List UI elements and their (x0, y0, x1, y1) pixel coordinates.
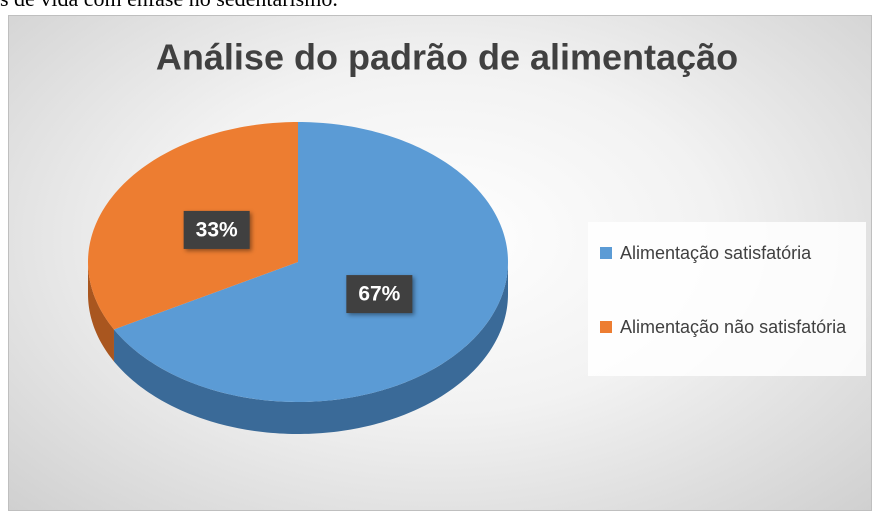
legend-item: Alimentação não satisfatória (600, 314, 870, 340)
slice-side (113, 262, 509, 434)
legend-swatch (600, 321, 612, 333)
legend: Alimentação satisfatória Alimentação não … (588, 222, 866, 376)
legend-label: Alimentação não satisfatória (620, 317, 847, 337)
data-label: 33% (196, 218, 238, 241)
legend-label: Alimentação satisfatória (620, 243, 812, 263)
slice-side (88, 262, 114, 362)
data-label-box (346, 275, 413, 314)
body-text: s de vida com ênfase no sedentarismo. (0, 0, 338, 12)
data-label-box (183, 210, 250, 249)
legend-item: Alimentação satisfatória (600, 240, 870, 266)
chart-title: Análise do padrão de alimentação (156, 37, 738, 78)
legend-swatch (600, 247, 612, 259)
data-label: 67% (358, 283, 400, 306)
slice (113, 122, 508, 402)
